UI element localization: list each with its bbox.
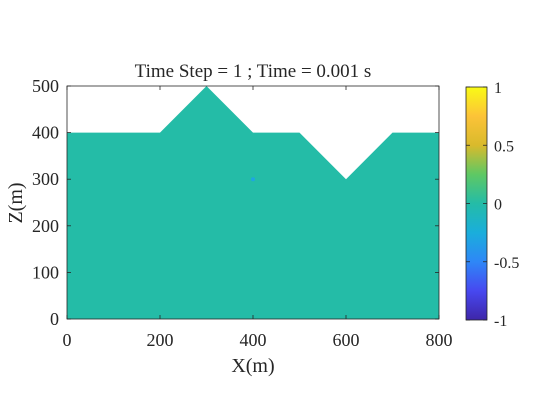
y-axis-label: Z(m) [5,182,27,223]
x-tick-label: 0 [63,330,72,350]
y-tick-label: 0 [50,309,59,329]
y-tick-label: 300 [32,169,59,189]
colorbar-ticks: -1 -0.5 0 0.5 1 [466,80,519,330]
x-tick-label: 800 [426,330,453,350]
y-axis-ticks: 0 100 200 300 400 500 [32,76,439,329]
chart-title: Time Step = 1 ; Time = 0.001 s [135,61,372,82]
velocity-field-domain [67,86,439,319]
source-point [251,177,255,182]
colorbar-tick-label: -0.5 [494,255,519,272]
x-tick-label: 200 [147,330,174,350]
colorbar-tick-label: 0.5 [494,138,514,155]
x-tick-label: 400 [240,330,267,350]
colorbar-tick-label: 0 [494,197,502,214]
y-tick-label: 500 [32,76,59,96]
y-tick-label: 100 [32,262,59,282]
colorbar-tick-label: -1 [494,313,507,330]
x-tick-label: 600 [333,330,360,350]
x-axis-label: X(m) [231,355,274,377]
plot-area: 0 200 400 600 800 0 100 200 300 400 500 [32,76,453,350]
colorbar: -1 -0.5 0 0.5 1 [465,80,519,330]
y-tick-label: 200 [32,216,59,236]
x-axis-ticks: 0 200 400 600 800 [63,86,453,350]
y-tick-label: 400 [32,123,59,143]
colorbar-tick-label: 1 [494,80,502,97]
